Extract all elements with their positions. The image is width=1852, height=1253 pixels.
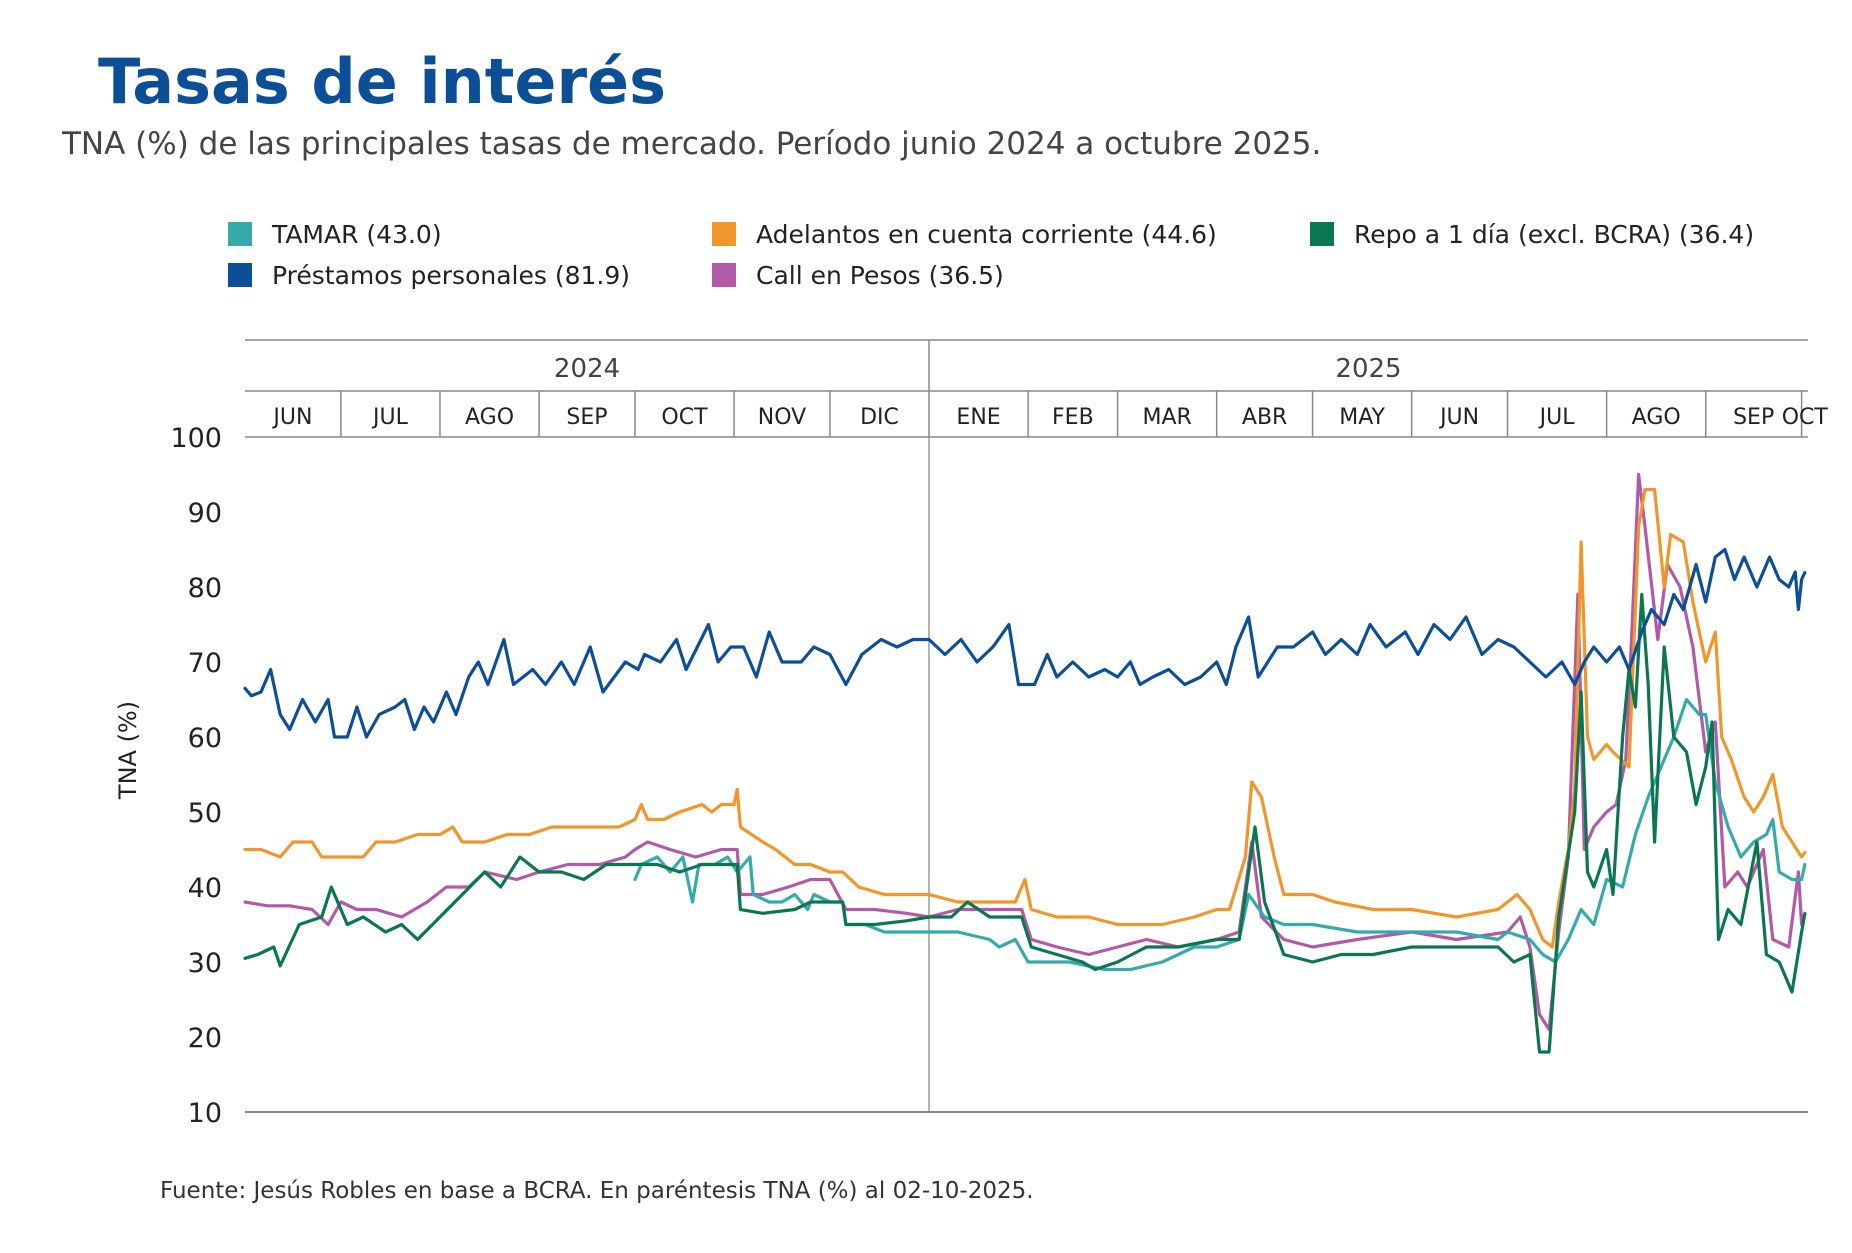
legend-label: TAMAR (43.0) <box>271 220 442 249</box>
plot-area <box>243 437 1808 1113</box>
y-tick-label: 40 <box>188 873 222 904</box>
legend: TAMAR (43.0) Préstamos personales (81.9) A… <box>228 220 1754 290</box>
y-tick-label: 90 <box>188 498 222 529</box>
chart-subtitle: TNA (%) de las principales tasas de merc… <box>62 126 1322 162</box>
month-label: SEP <box>1733 405 1774 430</box>
legend-swatch <box>228 222 252 246</box>
month-label: AGO <box>1632 405 1681 430</box>
y-tick-label: 60 <box>188 723 222 754</box>
date-header: 2024 2025 JUN JUL AGO SEP OCT NOV DIC ENE FEB MAR AB… <box>245 339 1829 438</box>
y-tick-label: 30 <box>188 948 222 979</box>
series-line <box>243 487 1807 949</box>
y-axis-label: TNA (%) <box>114 701 142 800</box>
month-label: MAY <box>1339 405 1385 430</box>
series-line <box>243 592 1807 1054</box>
series-line <box>243 472 1807 1032</box>
month-label: AGO <box>465 405 514 430</box>
legend-label: Adelantos en cuenta corriente (44.6) <box>756 220 1217 249</box>
month-label: JUL <box>1538 405 1576 430</box>
month-label: SEP <box>566 405 607 430</box>
month-label: ABR <box>1242 405 1287 430</box>
legend-label: Préstamos personales (81.9) <box>272 261 630 290</box>
source-note: Fuente: Jesús Robles en base a BCRA. En … <box>160 1178 1034 1204</box>
legend-swatch <box>712 222 736 246</box>
year-label: 2025 <box>1335 354 1401 384</box>
y-tick-label: 20 <box>188 1023 222 1054</box>
y-tick-label: 10 <box>188 1098 222 1129</box>
legend-swatch <box>1310 222 1334 246</box>
legend-swatch <box>712 263 736 287</box>
chart-title: Tasas de interés <box>98 45 666 118</box>
series-line <box>633 697 1807 972</box>
month-label: JUL <box>371 405 409 430</box>
y-tick-label: 50 <box>188 798 222 829</box>
month-label: ENE <box>956 405 1000 430</box>
legend-swatch <box>228 263 252 287</box>
y-axis: 10 20 30 40 50 60 70 80 90 100 <box>170 423 222 1129</box>
y-tick-label: 70 <box>188 648 222 679</box>
month-label: MAR <box>1142 405 1191 430</box>
month-label: FEB <box>1052 405 1094 430</box>
series-line <box>243 547 1807 739</box>
month-label: OCT <box>661 405 708 430</box>
legend-label: Call en Pesos (36.5) <box>756 261 1004 290</box>
month-label: JUN <box>1438 405 1479 430</box>
month-label: JUN <box>271 405 312 430</box>
month-label: NOV <box>758 405 806 430</box>
legend-label: Repo a 1 día (excl. BCRA) (36.4) <box>1354 220 1754 249</box>
year-label: 2024 <box>554 354 620 384</box>
month-label: OCT <box>1782 405 1829 430</box>
month-label: DIC <box>860 405 899 430</box>
y-tick-label: 80 <box>188 573 222 604</box>
y-tick-label: 100 <box>170 423 222 454</box>
